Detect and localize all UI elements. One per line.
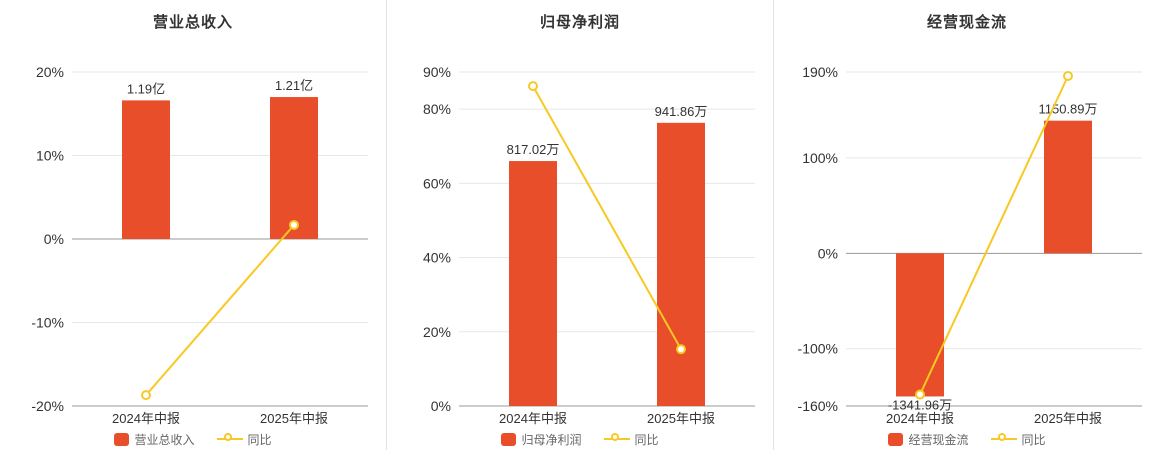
operating-cashflow-legend: 经营现金流 同比	[774, 428, 1160, 450]
svg-text:2024年中报: 2024年中报	[886, 411, 954, 426]
svg-text:1.21亿: 1.21亿	[275, 78, 313, 93]
svg-text:20%: 20%	[36, 64, 64, 80]
svg-text:1.19亿: 1.19亿	[127, 81, 165, 96]
chart-panel-net-profit: 归母净利润 0% 20% 40% 60% 80% 90% 817.02万 941.86万 202…	[386, 0, 773, 450]
svg-text:40%: 40%	[423, 250, 451, 266]
svg-text:2025年中报: 2025年中报	[647, 411, 715, 426]
legend-line-label: 同比	[247, 432, 272, 447]
legend-bar-label: 归母净利润	[521, 432, 582, 447]
svg-text:-10%: -10%	[31, 315, 64, 331]
svg-text:1150.89万: 1150.89万	[1038, 102, 1097, 117]
legend-item-yoy-line[interactable]: 同比	[990, 431, 1046, 448]
svg-text:60%: 60%	[423, 175, 451, 191]
bar-series-swatch-icon	[501, 432, 517, 446]
svg-text:2024年中报: 2024年中报	[499, 411, 567, 426]
operating-revenue-legend: 营业总收入 同比	[0, 428, 386, 450]
svg-text:80%: 80%	[423, 101, 451, 117]
legend-item-cashflow-bar[interactable]: 经营现金流	[888, 431, 969, 448]
svg-text:2024年中报: 2024年中报	[112, 411, 180, 426]
svg-text:941.86万: 941.86万	[655, 104, 708, 119]
net-profit-plot: 0% 20% 40% 60% 80% 90% 817.02万 941.86万 2024年中报 20…	[423, 64, 755, 426]
svg-text:90%: 90%	[423, 64, 451, 80]
svg-text:-160%: -160%	[798, 398, 838, 414]
chart-title-net-profit: 归母净利润	[539, 14, 620, 31]
svg-text:-100%: -100%	[798, 341, 838, 357]
chart-panel-operating-cashflow: 经营现金流 -160% -100% 0% 100% 190% -1341.96万 1150.…	[773, 0, 1160, 450]
legend-line-label: 同比	[634, 432, 659, 447]
svg-text:817.02万: 817.02万	[507, 142, 560, 157]
bar-series-swatch-icon	[114, 432, 130, 446]
svg-text:0%: 0%	[818, 245, 838, 261]
svg-text:190%: 190%	[802, 64, 838, 80]
svg-text:20%: 20%	[423, 324, 451, 340]
svg-text:100%: 100%	[802, 150, 838, 166]
bar-series-swatch-icon	[888, 432, 904, 446]
operating-revenue-plot: -20% -10% 0% 10% 20% 1.19亿 1.21亿 2024年中报 2025年中报	[31, 64, 368, 426]
line-series-swatch-icon	[990, 433, 1017, 445]
legend-bar-label: 营业总收入	[134, 432, 195, 447]
chart-panel-operating-revenue: 营业总收入 -20% -10% 0% 10% 20% 1.19亿 1.21亿 2024年中报 2…	[0, 0, 386, 450]
line-series-swatch-icon	[216, 433, 243, 445]
svg-text:-20%: -20%	[31, 398, 64, 414]
svg-text:10%: 10%	[36, 148, 64, 164]
net-profit-legend: 归母净利润 同比	[387, 428, 773, 450]
chart-title-operating-cashflow: 经营现金流	[926, 14, 1007, 31]
svg-text:2025年中报: 2025年中报	[1034, 411, 1102, 426]
line-series-swatch-icon	[603, 433, 630, 445]
legend-item-yoy-line[interactable]: 同比	[603, 431, 659, 448]
legend-item-revenue-bar[interactable]: 营业总收入	[114, 431, 195, 448]
svg-text:0%: 0%	[431, 398, 451, 414]
chart-title-operating-revenue: 营业总收入	[152, 14, 233, 31]
legend-bar-label: 经营现金流	[908, 432, 969, 447]
legend-item-profit-bar[interactable]: 归母净利润	[501, 431, 582, 448]
svg-text:0%: 0%	[44, 231, 64, 247]
legend-item-yoy-line[interactable]: 同比	[216, 431, 272, 448]
operating-cashflow-plot: -160% -100% 0% 100% 190% -1341.96万 1150.89万 202…	[798, 64, 1142, 426]
svg-text:-1341.96万: -1341.96万	[888, 397, 952, 412]
legend-line-label: 同比	[1021, 432, 1046, 447]
svg-text:2025年中报: 2025年中报	[260, 411, 328, 426]
